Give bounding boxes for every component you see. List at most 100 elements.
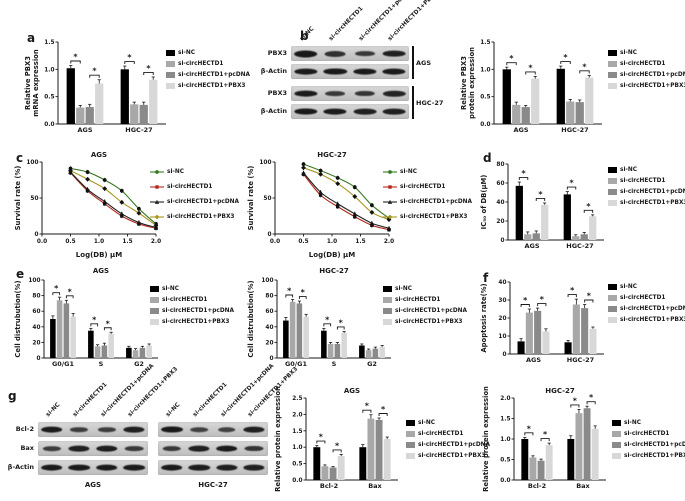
legend-item: si-circHECTD1+PBX3 xyxy=(150,319,234,325)
sig-asterisk: * xyxy=(92,67,97,76)
y-tick-label: 20 xyxy=(498,316,506,322)
data-point-circle xyxy=(318,168,323,173)
y-tick-label: 0 xyxy=(267,232,271,238)
data-point-circle xyxy=(102,178,107,182)
blot-band xyxy=(294,90,318,97)
legend-label: si-circHECTD1+PBX3 xyxy=(178,83,246,89)
sig-asterisk: * xyxy=(54,284,59,293)
legend-label: si-circHECTD1 xyxy=(620,61,666,67)
bar xyxy=(70,316,76,358)
blot-row-label: PBX3 xyxy=(267,89,287,97)
panel-c-hgc27-legend: si-NC si-circHECTD1 si-circHECTD1+pcDNA si-… xyxy=(383,168,472,221)
y-axis-label: Relative protein expression xyxy=(274,386,282,492)
data-point-square xyxy=(318,193,323,197)
sig-asterisk: * xyxy=(573,396,578,405)
legend-label: si-circHECTD1+pcDNA xyxy=(167,199,240,205)
panel-g-ags-legend: si-NC si-circHECTD1 si-circHECTD1+pcDNA si-… xyxy=(406,420,490,459)
y-tick-label: 1.5 xyxy=(292,429,302,435)
sig-bracket xyxy=(103,327,112,331)
bar xyxy=(591,428,599,480)
y-tick-label: 60 xyxy=(32,309,40,315)
legend-item: si-circHECTD1 xyxy=(383,183,472,191)
data-point-circle xyxy=(155,170,159,174)
legend-label: si-circHECTD1+PBX3 xyxy=(400,214,468,220)
legend-swatch xyxy=(608,317,617,323)
data-point-triangle xyxy=(301,170,306,175)
legend-marker xyxy=(383,170,397,174)
legend-item: si-circHECTD1+pcDNA xyxy=(608,306,685,312)
blot-band xyxy=(382,68,406,75)
x-tick-label: 1.5 xyxy=(355,239,365,245)
sig-asterisk: * xyxy=(365,402,370,411)
data-point-square xyxy=(388,185,392,189)
sig-bracket xyxy=(70,60,81,64)
series-line xyxy=(303,172,390,229)
bar xyxy=(329,467,337,480)
legend-label: si-NC xyxy=(178,50,195,56)
legend-item: si-circHECTD1 xyxy=(150,183,239,191)
legend-item: si-circHECTD1 xyxy=(608,61,685,67)
blot-band xyxy=(124,445,144,452)
legend-item: si-circHECTD1+pcDNA xyxy=(612,442,685,448)
bar xyxy=(367,418,375,480)
legend-label: si-circHECTD1+pcDNA xyxy=(400,199,473,205)
legend-swatch xyxy=(608,284,617,290)
legend-swatch xyxy=(612,420,621,426)
y-tick-label: 100 xyxy=(28,278,40,284)
panel-g-ags-chart: 0.0 0.5 1.0 1.5 2.0 2.5 Relative protein expre… xyxy=(272,384,402,496)
blot-band xyxy=(217,426,236,433)
blot-band xyxy=(40,464,63,471)
x-tick-label: 2.0 xyxy=(151,239,161,245)
panel-c-ags-legend: si-NC si-circHECTD1 si-circHECTD1+pcDNA si-… xyxy=(150,168,239,221)
legend-swatch xyxy=(608,72,617,78)
chart-c-hgc: 0 50 100 Survival rate (%) HGC-27 0.0 0.5 1.0 1.… xyxy=(247,151,394,259)
legend-marker xyxy=(383,185,397,189)
legend-swatch xyxy=(406,442,415,448)
bar xyxy=(534,310,542,354)
bar xyxy=(359,447,367,480)
legend-marker xyxy=(383,214,397,220)
data-point-diamond xyxy=(352,194,358,199)
legend-item: si-circHECTD1+PBX3 xyxy=(612,453,685,459)
bar xyxy=(379,347,385,358)
blot-band xyxy=(70,426,89,433)
blot-band xyxy=(243,426,265,433)
bar xyxy=(580,234,588,240)
y-tick-label: 0 xyxy=(269,356,273,362)
blot-cell-line-label: AGS xyxy=(84,481,102,489)
y-tick-label: 1.5 xyxy=(44,40,54,46)
panel-e-hgc27-chart: 0 20 40 60 80 100 Cell distrubution(%) HGC-27 G0… xyxy=(245,264,397,374)
series-line xyxy=(70,170,157,226)
legend-item: si-NC xyxy=(150,168,239,176)
x-tick-label: 0.5 xyxy=(65,239,75,245)
sig-asterisk: * xyxy=(543,430,548,439)
blot-group-label: AGS xyxy=(416,58,432,67)
sig-bracket xyxy=(584,299,594,303)
legend-item: si-NC xyxy=(150,286,234,292)
sig-asterisk: * xyxy=(527,424,532,433)
sig-bracket xyxy=(332,449,342,453)
sig-bracket xyxy=(89,74,100,78)
sig-asterisk: * xyxy=(521,169,526,178)
legend-item: si-circHECTD1+pcDNA xyxy=(383,198,472,206)
bar xyxy=(525,312,533,354)
x-category-label: G0/G1 xyxy=(52,360,75,368)
y-tick-label: 40 xyxy=(32,325,40,331)
sig-asterisk: * xyxy=(528,63,533,72)
bar xyxy=(521,439,529,480)
legend-item: si-circHECTD1+pcDNA xyxy=(150,198,239,206)
x-category-label: S xyxy=(99,360,104,368)
x-category-label: G2 xyxy=(134,360,144,368)
x-category-label: Bcl-2 xyxy=(528,482,546,490)
blot-group-label: HGC-27 xyxy=(416,98,444,107)
sig-bracket xyxy=(285,294,294,298)
data-point-diamond xyxy=(318,171,323,177)
bar xyxy=(321,330,327,358)
bar xyxy=(120,69,129,124)
legend-label: si-circHECTD1+PBX3 xyxy=(620,200,685,206)
sig-asterisk: * xyxy=(509,54,514,63)
sig-bracket xyxy=(583,209,594,213)
bar xyxy=(542,331,550,354)
legend-swatch xyxy=(608,189,617,195)
